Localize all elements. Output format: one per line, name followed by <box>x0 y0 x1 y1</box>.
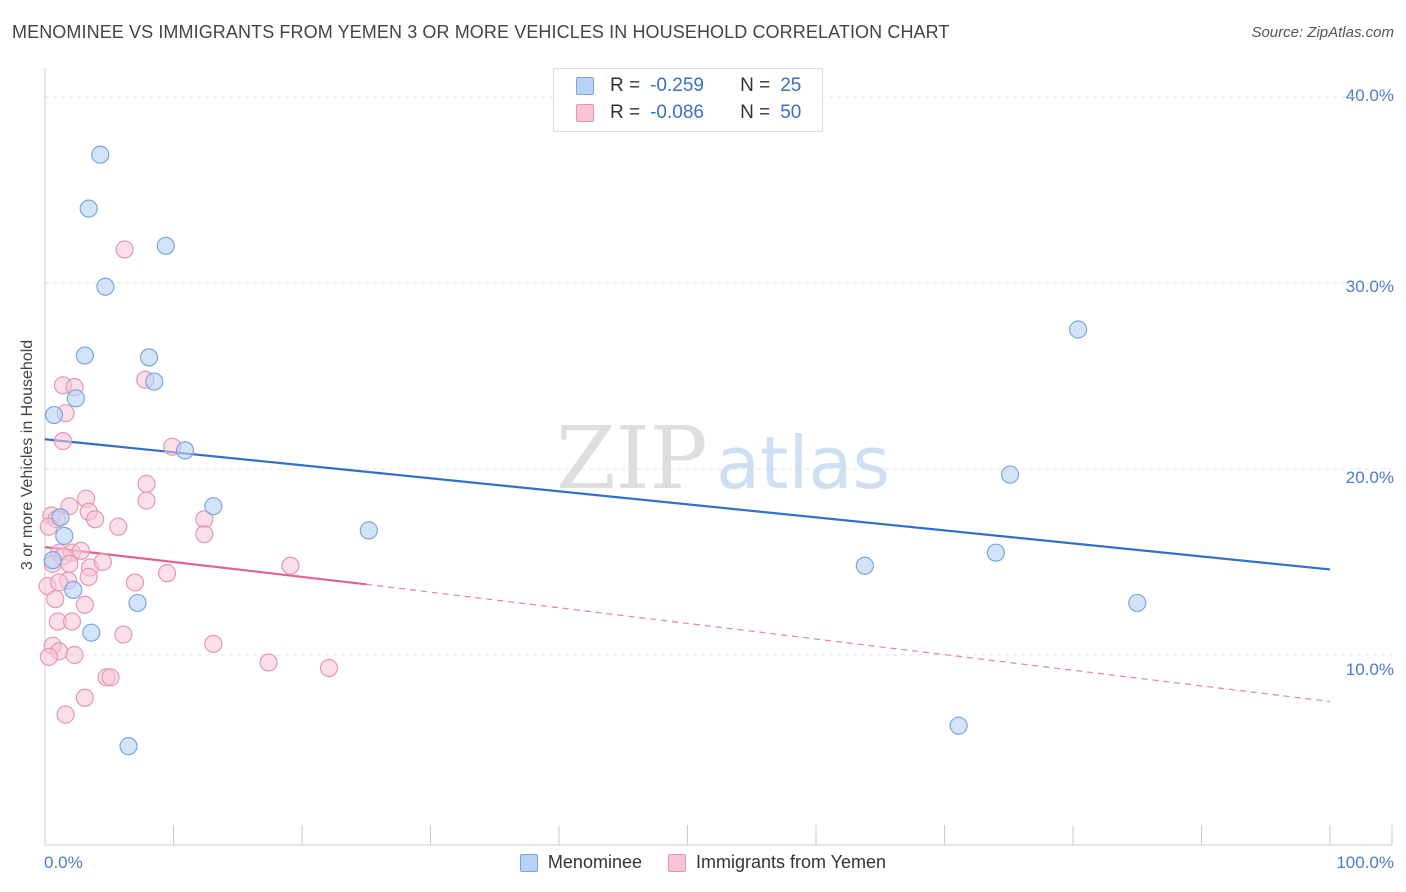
data-point-yemen <box>204 634 223 653</box>
trend-line-yemen <box>44 546 367 586</box>
x-tick-label: 100.0% <box>1336 853 1394 872</box>
watermark-zip: ZIP <box>556 409 708 509</box>
series-immigrants-from-yemen <box>38 240 339 724</box>
data-point-menominee <box>82 623 101 642</box>
data-point-yemen <box>71 541 91 560</box>
data-point-yemen <box>56 705 75 724</box>
data-point-menominee <box>139 348 159 367</box>
watermark-atlas: atlas <box>716 421 890 505</box>
data-point-yemen <box>195 524 214 544</box>
data-point-yemen <box>62 612 82 631</box>
data-point-yemen <box>114 625 133 644</box>
data-point-yemen <box>125 573 145 592</box>
pink-swatch-icon <box>667 853 686 872</box>
data-point-yemen <box>259 653 278 672</box>
blue-swatch-icon <box>519 853 538 872</box>
legend-item-yemen[interactable]: Immigrants from Yemen <box>667 852 887 873</box>
data-point-menominee <box>1128 593 1147 613</box>
y-tick-label: 30.0% <box>1345 277 1394 296</box>
n-value: 25 <box>780 75 802 96</box>
data-point-menominee <box>949 716 968 735</box>
n-label: N = <box>740 102 771 123</box>
data-point-menominee <box>145 372 164 391</box>
stats-row-yemen: R = -0.086 N = 50 <box>576 101 801 125</box>
data-point-menominee <box>119 737 138 756</box>
watermark: ZIP atlas <box>556 409 890 509</box>
trend-line-menominee <box>44 438 1331 571</box>
axes <box>44 68 1393 846</box>
data-point-yemen <box>101 668 120 687</box>
data-point-yemen <box>86 510 105 529</box>
stats-row-menominee: R = -0.259 N = 25 <box>576 74 801 98</box>
data-point-yemen <box>281 556 300 575</box>
r-value: -0.086 <box>650 102 704 123</box>
data-point-menominee <box>855 556 874 575</box>
trend-lines <box>44 438 1331 703</box>
legend-label: Immigrants from Yemen <box>695 852 887 872</box>
data-point-yemen <box>75 688 94 707</box>
y-tick-label: 10.0% <box>1345 660 1394 679</box>
data-point-menominee <box>156 236 175 255</box>
data-point-menominee <box>75 346 94 365</box>
x-tick-label: 0.0% <box>44 853 83 872</box>
series-legend: Menominee Immigrants from Yemen <box>0 852 1406 873</box>
y-tick-label: 20.0% <box>1345 468 1394 487</box>
data-point-menominee <box>359 521 378 540</box>
data-point-menominee <box>55 526 74 546</box>
blue-swatch-icon <box>576 77 594 95</box>
chart-title: MENOMINEE VS IMMIGRANTS FROM YEMEN 3 OR … <box>12 22 950 42</box>
pink-swatch-icon <box>576 104 594 122</box>
r-value: -0.259 <box>650 75 704 96</box>
data-point-menominee <box>43 551 62 570</box>
data-point-menominee <box>1000 465 1020 484</box>
data-point-menominee <box>64 580 83 600</box>
data-point-yemen <box>93 552 112 572</box>
data-point-menominee <box>51 508 70 527</box>
data-point-menominee <box>66 389 85 408</box>
data-point-yemen <box>137 491 156 510</box>
trend-line-yemen-extrapolated <box>366 583 1331 703</box>
data-point-menominee <box>986 543 1006 562</box>
data-point-menominee <box>91 145 110 164</box>
n-value: 50 <box>780 102 802 123</box>
data-point-menominee <box>204 497 223 516</box>
data-point-menominee <box>96 277 115 296</box>
source-credit: Source: ZipAtlas.com <box>1251 24 1394 41</box>
series-menominee <box>43 145 1147 756</box>
data-point-yemen <box>157 564 177 583</box>
data-point-menominee <box>79 199 98 218</box>
n-label: N = <box>740 75 771 96</box>
data-point-yemen <box>109 517 128 536</box>
r-label: R = <box>610 75 641 96</box>
data-point-yemen <box>75 595 94 614</box>
data-point-yemen <box>319 658 339 678</box>
data-point-yemen <box>137 474 156 493</box>
r-label: R = <box>610 102 641 123</box>
data-point-menominee <box>1069 320 1088 339</box>
data-point-yemen <box>53 432 73 451</box>
data-point-menominee <box>175 441 195 460</box>
data-point-yemen <box>46 590 65 609</box>
data-point-menominee <box>128 593 147 613</box>
y-tick-label: 40.0% <box>1345 86 1394 105</box>
data-point-yemen <box>39 647 58 666</box>
data-point-yemen <box>79 567 98 586</box>
data-point-yemen <box>115 240 134 259</box>
data-point-yemen <box>65 645 84 665</box>
legend-item-menominee[interactable]: Menominee <box>519 852 642 873</box>
stats-legend: R = -0.259 N = 25 R = -0.086 N = 50 <box>553 68 823 132</box>
data-point-menominee <box>44 405 64 425</box>
legend-label: Menominee <box>547 852 642 872</box>
